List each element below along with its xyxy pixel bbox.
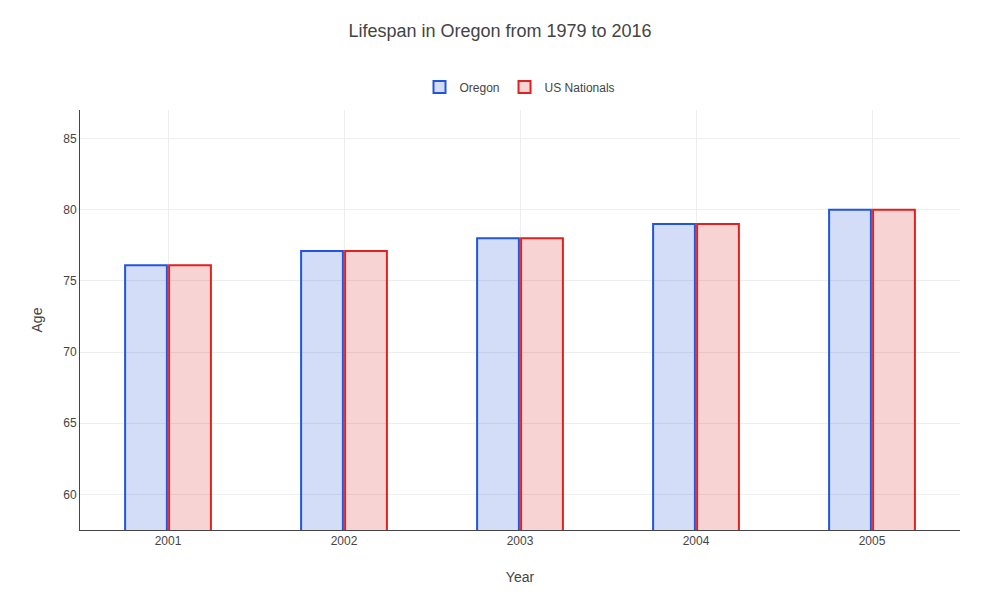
svg-text:80: 80 [63,203,77,217]
svg-text:Year: Year [506,569,535,585]
svg-text:Age: Age [29,307,45,332]
svg-text:2003: 2003 [507,534,534,548]
svg-text:60: 60 [63,488,77,502]
svg-text:70: 70 [63,345,77,359]
svg-text:85: 85 [63,132,77,146]
svg-text:2001: 2001 [155,534,182,548]
svg-text:US Nationals: US Nationals [545,81,615,95]
svg-text:2002: 2002 [331,534,358,548]
svg-text:65: 65 [63,416,77,430]
svg-text:Lifespan in Oregon from 1979 t: Lifespan in Oregon from 1979 to 2016 [348,21,651,41]
svg-text:75: 75 [63,274,77,288]
svg-text:2005: 2005 [859,534,886,548]
svg-text:Oregon: Oregon [460,81,500,95]
svg-text:2004: 2004 [683,534,710,548]
